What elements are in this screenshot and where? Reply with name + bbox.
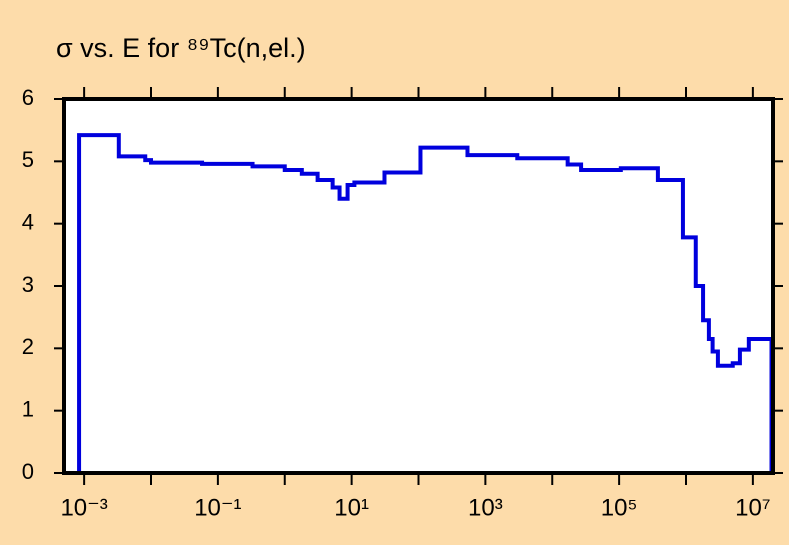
x-tick-label: 10¹: [334, 494, 369, 521]
y-tick-label: 2: [22, 334, 34, 359]
x-tick-label: 10⁵: [601, 494, 638, 521]
y-tick-label: 3: [22, 272, 34, 297]
plot-frame: [62, 97, 775, 475]
x-tick-label: 10⁻³: [60, 494, 107, 521]
x-tick-label: 10³: [468, 494, 503, 521]
x-tick-label: 10⁷: [735, 494, 770, 521]
y-tick-label: 6: [22, 85, 34, 110]
y-tick-label: 4: [22, 209, 34, 234]
x-tick-label: 10⁻¹: [194, 494, 241, 521]
y-tick-label: 1: [22, 396, 34, 421]
chart-title: σ vs. E for ⁸⁹Tc(n,el.): [56, 33, 306, 63]
y-tick-label: 5: [22, 147, 34, 172]
y-tick-label: 0: [22, 459, 34, 484]
step-line: [77, 133, 774, 473]
